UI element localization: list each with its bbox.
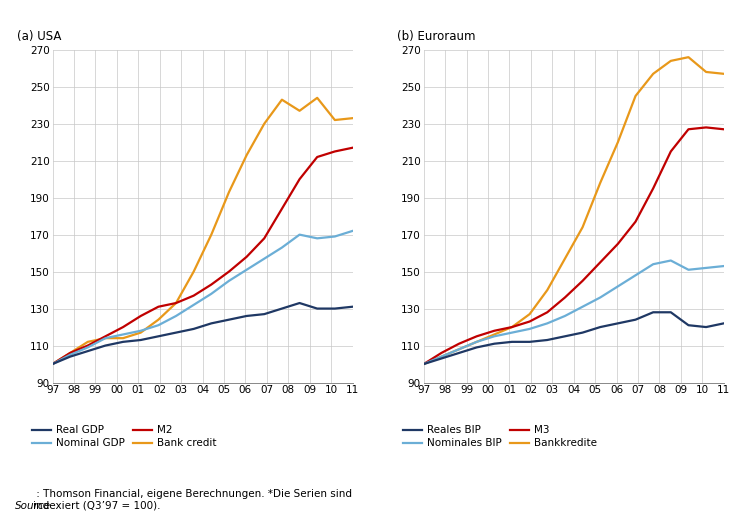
Legend: Real GDP, Nominal GDP, M2, Bank credit: Real GDP, Nominal GDP, M2, Bank credit: [28, 421, 220, 452]
Text: : Thomson Financial, eigene Berechnungen. *Die Serien sind
indexiert (Q3’97 = 10: : Thomson Financial, eigene Berechnungen…: [33, 489, 352, 511]
Text: (a) USA: (a) USA: [16, 30, 61, 43]
Text: Source: Source: [15, 501, 51, 511]
Legend: Reales BIP, Nominales BIP, M3, Bankkredite: Reales BIP, Nominales BIP, M3, Bankkredi…: [399, 421, 602, 452]
Text: (b) Euroraum: (b) Euroraum: [397, 30, 476, 43]
Text: Bankkredit, Geldmenge und Bruttoinlandsprodukt*: Bankkredit, Geldmenge und Bruttoinlandsp…: [6, 10, 364, 24]
